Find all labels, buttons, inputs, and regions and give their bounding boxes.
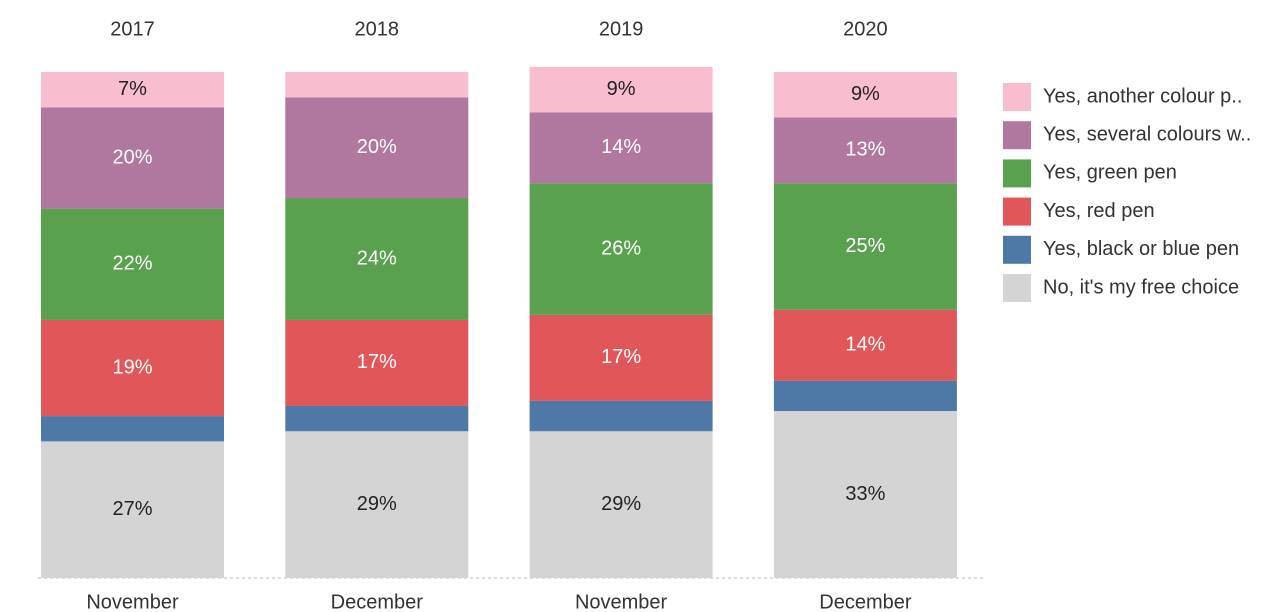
bar-segment <box>285 431 469 578</box>
bar-segment <box>285 319 469 406</box>
bar-segment <box>285 97 469 199</box>
bar-segment <box>773 380 957 412</box>
legend-label: No, it's my free choice <box>1043 276 1239 298</box>
data-label: 29% <box>601 493 641 515</box>
data-label: 17% <box>601 346 641 368</box>
x-tick-label: December <box>331 591 424 612</box>
bar-segment <box>529 183 713 315</box>
bar-segment <box>773 309 957 381</box>
data-label: 20% <box>357 136 397 158</box>
bar-segment <box>773 183 957 310</box>
data-label: 9% <box>851 83 880 105</box>
legend-swatch <box>1003 197 1031 226</box>
year-label: 2019 <box>599 18 644 40</box>
year-label: 2018 <box>355 18 400 40</box>
bar-segment <box>285 72 469 98</box>
data-label: 29% <box>357 493 397 515</box>
legend-swatch <box>1003 235 1031 264</box>
data-label: 9% <box>607 78 636 100</box>
legend-swatch <box>1003 121 1031 150</box>
bar-segment <box>41 441 224 578</box>
data-label: 22% <box>112 253 152 275</box>
legend-label: Yes, several colours w.. <box>1043 123 1251 145</box>
bar-segment <box>773 117 957 184</box>
data-label: 33% <box>845 483 885 505</box>
bar-segment <box>285 405 469 432</box>
data-label: 27% <box>112 498 152 520</box>
data-label: 20% <box>112 146 152 168</box>
data-label: 14% <box>601 136 641 158</box>
legend-label: Yes, green pen <box>1043 162 1177 184</box>
bar-segment <box>41 416 224 442</box>
data-label: 7% <box>118 78 147 100</box>
bar-segment <box>529 400 713 432</box>
x-tick-label: November <box>86 591 179 612</box>
legend-swatch <box>1003 83 1031 111</box>
bar-segment <box>529 431 713 578</box>
legend-label: Yes, black or blue pen <box>1043 238 1239 260</box>
bar-segment <box>773 411 957 578</box>
data-label: 24% <box>357 248 397 270</box>
bar-segment <box>41 107 224 209</box>
year-label: 2020 <box>843 18 888 40</box>
year-label: 2017 <box>110 18 155 40</box>
data-label: 19% <box>112 356 152 378</box>
data-label: 26% <box>601 237 641 259</box>
x-tick-label: December <box>819 591 912 612</box>
bar-segment <box>41 319 224 417</box>
data-label: 17% <box>357 351 397 373</box>
bar-segment <box>529 66 713 113</box>
bar-segment <box>41 72 224 108</box>
legend-label: Yes, red pen <box>1043 200 1155 222</box>
bar-segment <box>773 72 957 118</box>
legend-label: Yes, another colour p.. <box>1043 85 1242 107</box>
x-tick-label: November <box>575 591 668 612</box>
bar-segment <box>529 314 713 401</box>
data-label: 25% <box>845 235 885 257</box>
bar-segment <box>529 112 713 184</box>
legend-swatch <box>1003 274 1031 302</box>
bar-segment <box>285 198 469 320</box>
data-label: 13% <box>845 139 885 161</box>
data-label: 14% <box>845 334 885 356</box>
bar-segment <box>41 208 224 320</box>
legend-swatch <box>1003 159 1031 188</box>
